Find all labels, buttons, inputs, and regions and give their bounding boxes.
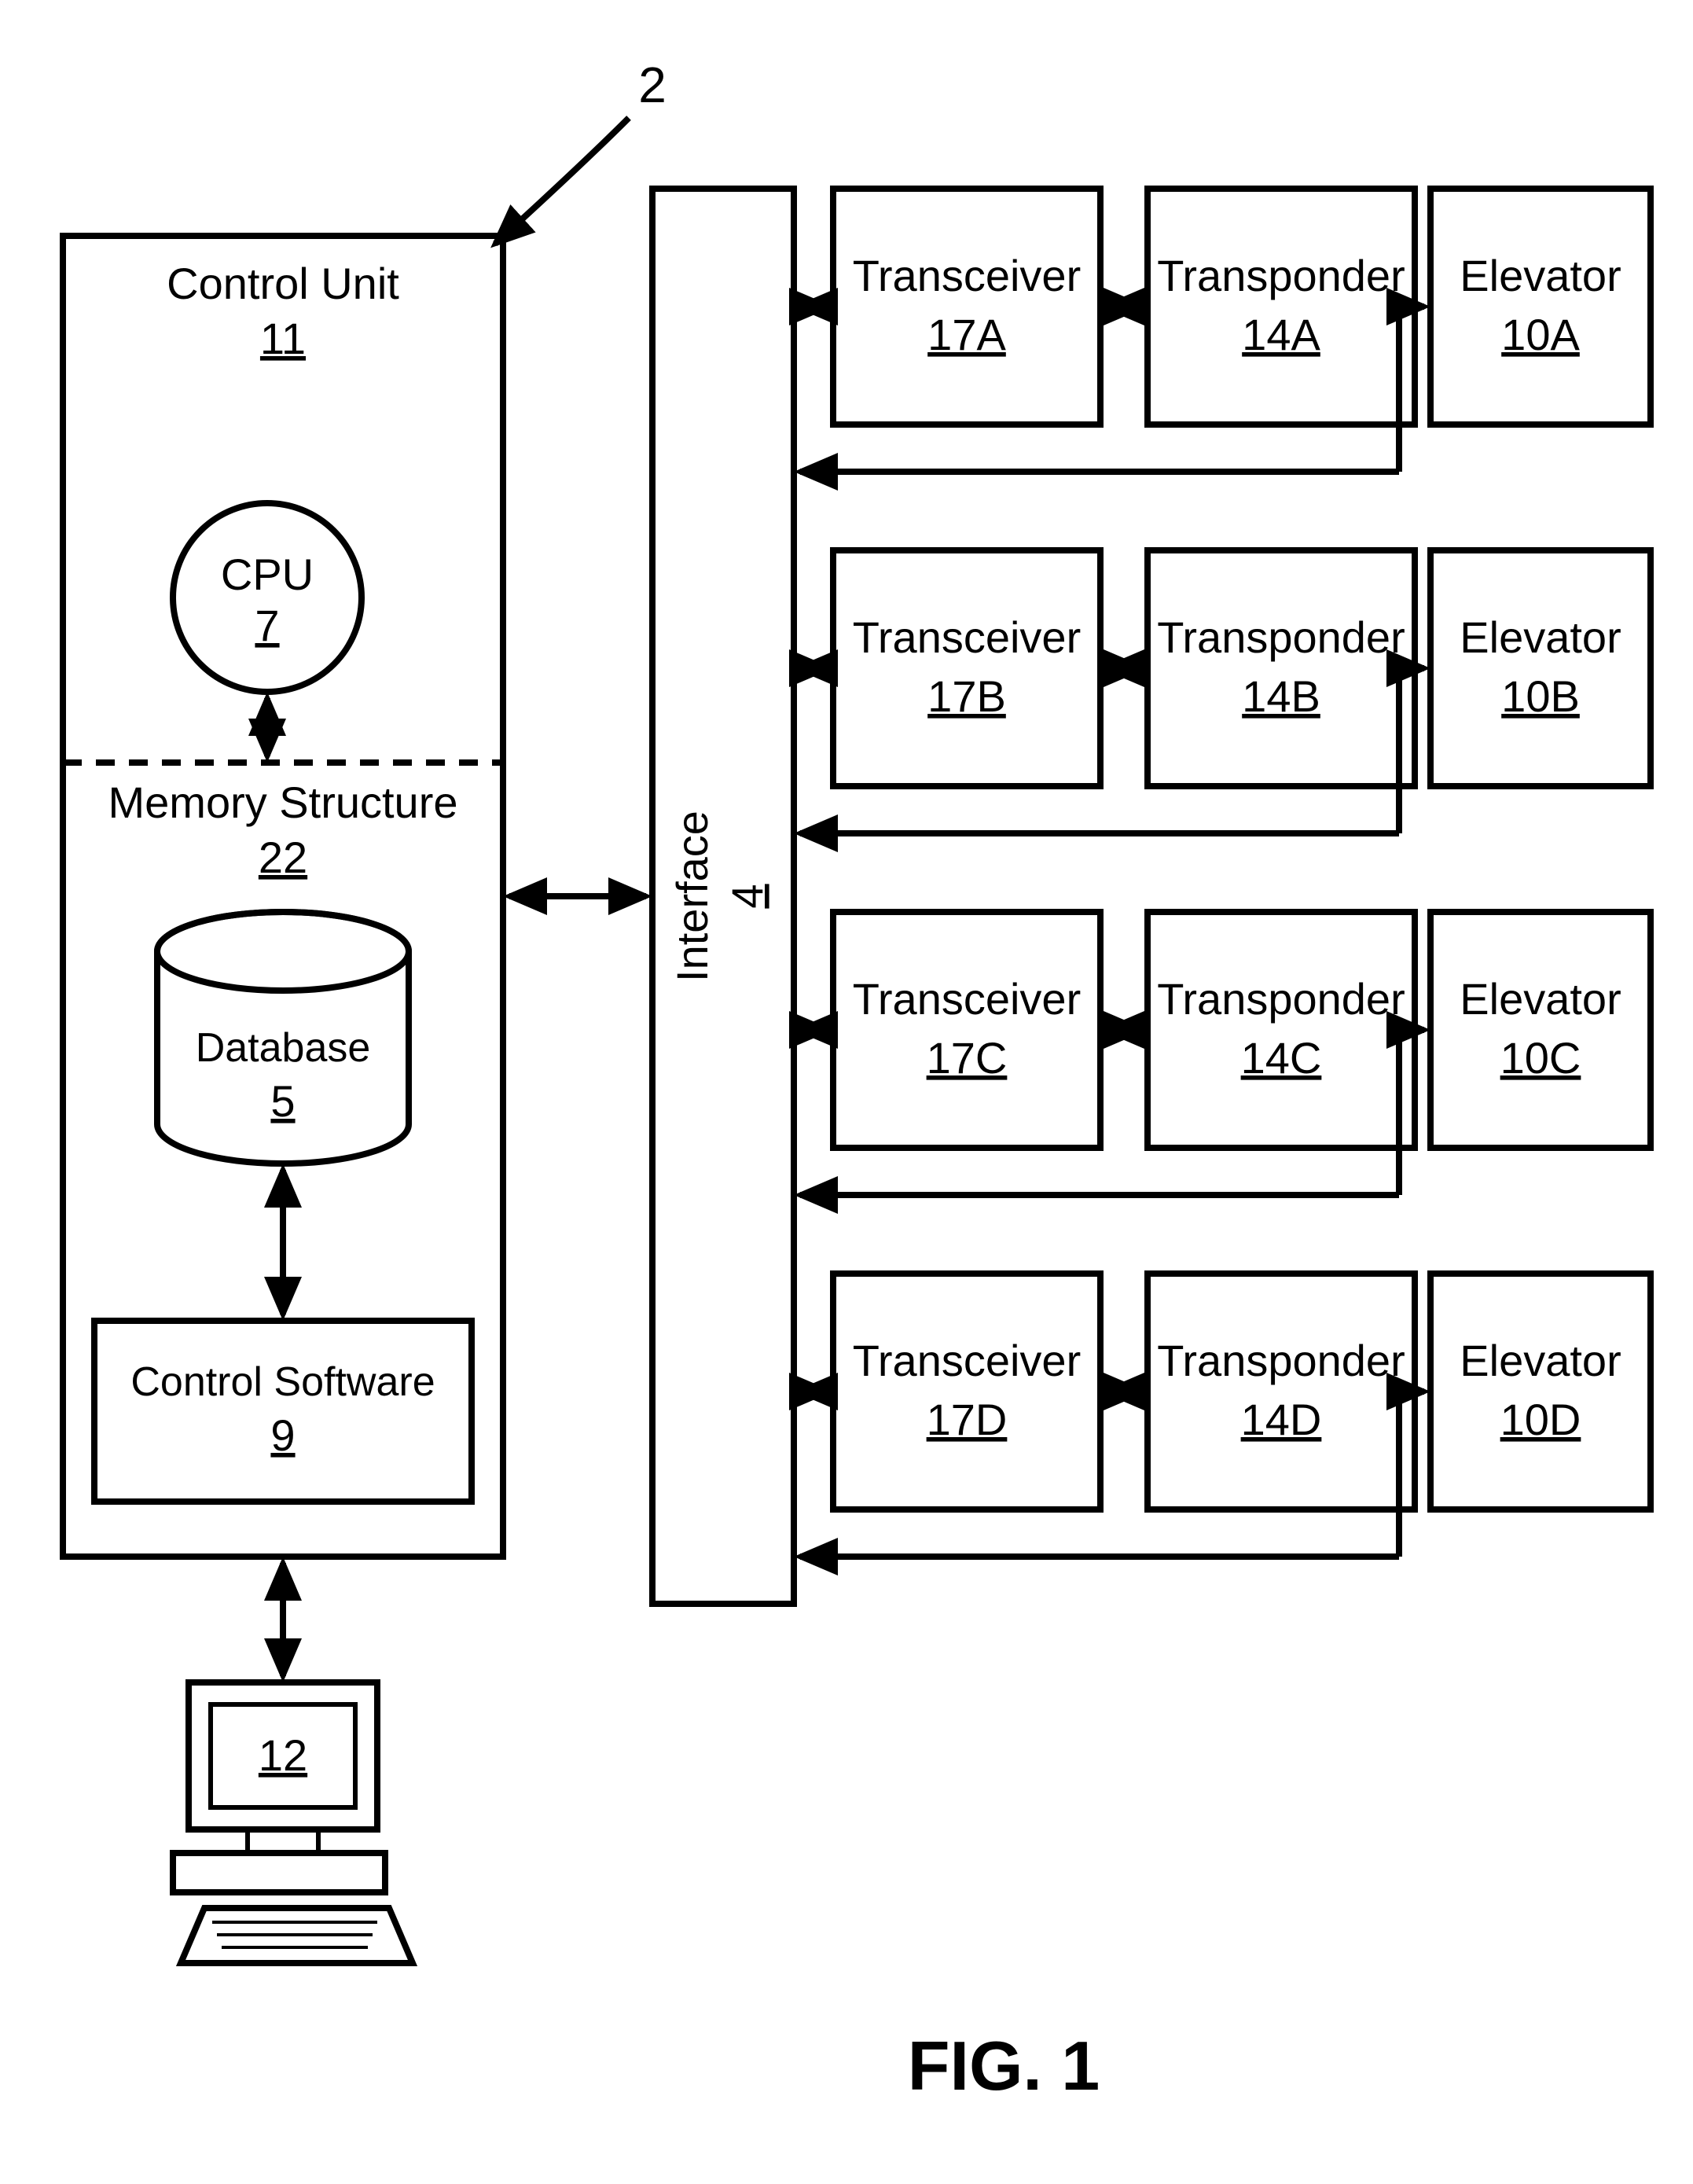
transponder-3-box (1148, 1274, 1415, 1509)
transceiver-0-id: 17A (927, 310, 1006, 359)
database-top (157, 912, 409, 991)
transponder-1-box (1148, 550, 1415, 786)
pointer-2-label: 2 (638, 57, 667, 113)
elevator-3-id: 10D (1500, 1395, 1581, 1444)
elevator-1-title: Elevator (1460, 612, 1621, 662)
software-title: Control Software (130, 1359, 435, 1405)
elevator-2-id: 10C (1500, 1033, 1581, 1083)
transponder-3-id: 14D (1241, 1395, 1322, 1444)
transceiver-2-title: Transceiver (853, 974, 1081, 1024)
terminal-id: 12 (259, 1730, 307, 1780)
transponder-2-id: 14C (1241, 1033, 1322, 1083)
transponder-1-title: Transponder (1157, 612, 1405, 662)
memory-title: Memory Structure (108, 778, 458, 827)
elevator-3-title: Elevator (1460, 1336, 1621, 1385)
transponder-1-id: 14B (1242, 671, 1320, 721)
transceiver-1-id: 17B (927, 671, 1006, 721)
database-title: Database (196, 1025, 371, 1071)
elevator-1-id: 10B (1501, 671, 1580, 721)
transceiver-0-title: Transceiver (853, 251, 1081, 300)
elevator-2-title: Elevator (1460, 974, 1621, 1024)
memory-id: 22 (259, 833, 307, 882)
control-unit-box (63, 236, 503, 1557)
elevator-2-box (1430, 912, 1651, 1148)
elevator-0-box (1430, 189, 1651, 425)
transceiver-1-title: Transceiver (853, 612, 1081, 662)
cpu-title: CPU (221, 550, 314, 599)
elevator-1-box (1430, 550, 1651, 786)
transponder-0-id: 14A (1242, 310, 1320, 359)
software-id: 9 (270, 1410, 295, 1460)
transceiver-2-box (833, 912, 1100, 1148)
transponder-0-box (1148, 189, 1415, 425)
transceiver-2-id: 17C (927, 1033, 1008, 1083)
transceiver-3-id: 17D (927, 1395, 1008, 1444)
transponder-0-title: Transponder (1157, 251, 1405, 300)
interface-label-group: Interface4 (667, 811, 772, 982)
interface-id: 4 (722, 884, 772, 908)
transceiver-1-box (833, 550, 1100, 786)
terminal-icon (173, 1682, 413, 1963)
elevator-0-id: 10A (1501, 310, 1580, 359)
transponder-2-title: Transponder (1157, 974, 1405, 1024)
elevator-0-title: Elevator (1460, 251, 1621, 300)
figure-label: FIG. 1 (908, 2027, 1100, 2105)
transponder-3-title: Transponder (1157, 1336, 1405, 1385)
database-id: 5 (270, 1076, 295, 1126)
transceiver-0-box (833, 189, 1100, 425)
interface-title: Interface (667, 811, 717, 982)
transponder-2-box (1148, 912, 1415, 1148)
transceiver-3-title: Transceiver (853, 1336, 1081, 1385)
elevator-3-box (1430, 1274, 1651, 1509)
control-unit-title: Control Unit (167, 259, 399, 308)
cpu-id: 7 (255, 601, 279, 650)
transceiver-3-box (833, 1274, 1100, 1509)
pointer-2 (495, 118, 629, 244)
control-unit-id: 11 (260, 314, 306, 363)
